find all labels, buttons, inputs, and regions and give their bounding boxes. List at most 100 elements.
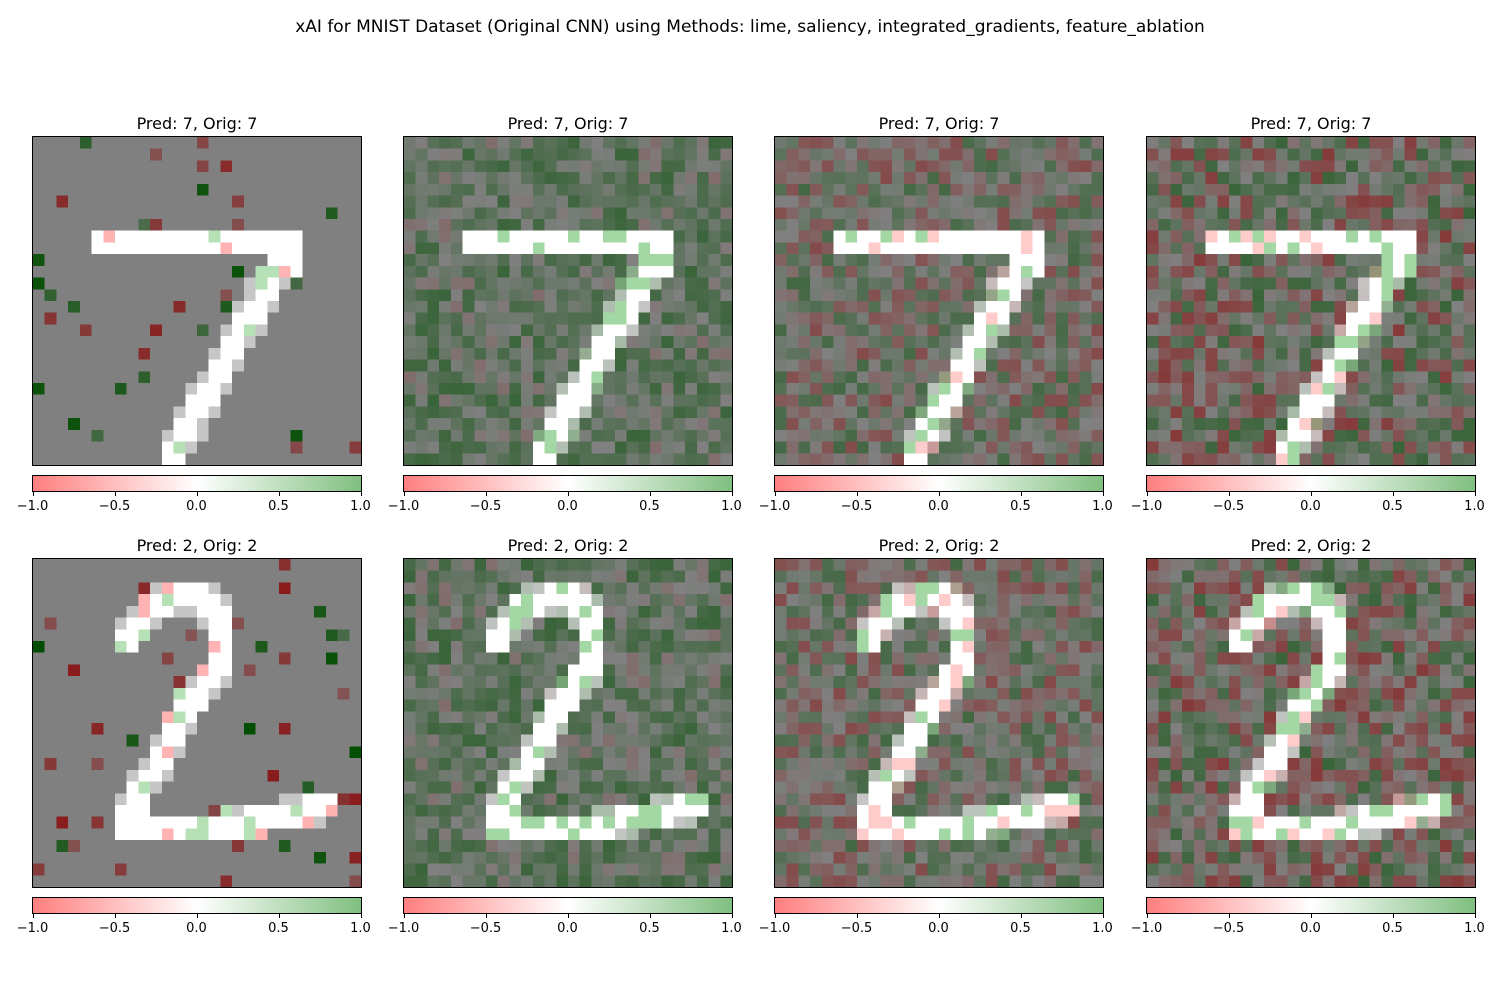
heatmap-cell <box>786 312 799 325</box>
heatmap-cell <box>1252 394 1265 407</box>
heatmap-cell <box>486 851 499 864</box>
heatmap-cell <box>521 289 534 302</box>
heatmap-cell <box>1428 383 1441 396</box>
heatmap-cell <box>255 805 268 818</box>
heatmap-cell <box>868 172 881 185</box>
heatmap-cell <box>1275 195 1288 208</box>
heatmap-cell <box>161 301 174 314</box>
heatmap-cell <box>68 594 81 607</box>
heatmap-cell <box>568 687 581 700</box>
heatmap-cell <box>1299 242 1312 255</box>
heatmap-cell <box>650 172 663 185</box>
heatmap-cell <box>798 394 811 407</box>
heatmap-cell <box>243 347 256 360</box>
heatmap-cell <box>208 359 221 372</box>
heatmap-cell <box>696 254 709 267</box>
heatmap-cell <box>497 172 510 185</box>
heatmap-cell <box>591 758 604 771</box>
heatmap-cell <box>337 734 350 747</box>
heatmap-cell <box>1416 359 1429 372</box>
heatmap-cell <box>1463 383 1475 396</box>
heatmap-cell <box>302 629 315 642</box>
heatmap-cell <box>521 254 534 267</box>
heatmap-cell <box>161 254 174 267</box>
heatmap-cell <box>173 781 186 794</box>
heatmap-cell <box>974 559 987 572</box>
heatmap-cell <box>337 863 350 876</box>
heatmap-cell <box>927 137 940 150</box>
heatmap-cell <box>337 347 350 360</box>
heatmap-cell <box>556 664 569 677</box>
heatmap-cell <box>232 746 245 759</box>
heatmap-cell <box>1252 183 1265 196</box>
heatmap-cell <box>892 183 905 196</box>
heatmap-cell <box>185 347 198 360</box>
heatmap-cell <box>650 394 663 407</box>
heatmap-cell <box>1079 301 1092 314</box>
heatmap-cell <box>1369 160 1382 173</box>
heatmap-cell <box>950 347 963 360</box>
heatmap-cell <box>1182 172 1195 185</box>
heatmap-cell <box>845 359 858 372</box>
heatmap-cell <box>325 254 338 267</box>
heatmap-cell <box>568 863 581 876</box>
heatmap-cell <box>427 687 440 700</box>
heatmap-cell <box>290 570 303 583</box>
heatmap-cell <box>243 183 256 196</box>
heatmap-cell <box>1311 195 1324 208</box>
heatmap-cell <box>556 711 569 724</box>
heatmap-cell <box>232 441 245 454</box>
heatmap-cell <box>91 875 104 887</box>
heatmap-cell <box>290 711 303 724</box>
heatmap-cell <box>462 875 475 887</box>
heatmap-cell <box>1299 441 1312 454</box>
heatmap-cell <box>579 394 592 407</box>
heatmap-cell <box>103 805 116 818</box>
heatmap-cell <box>591 851 604 864</box>
heatmap-cell <box>486 840 499 853</box>
heatmap-cell <box>325 676 338 689</box>
heatmap-cell <box>892 160 905 173</box>
heatmap-cell <box>579 418 592 431</box>
heatmap-cell <box>1381 172 1394 185</box>
heatmap-cell <box>650 277 663 290</box>
heatmap-cell <box>1311 277 1324 290</box>
heatmap-cell <box>486 406 499 419</box>
heatmap-cell <box>985 617 998 630</box>
heatmap-cell <box>208 242 221 255</box>
heatmap-cell <box>626 207 639 220</box>
heatmap-cell <box>614 418 627 431</box>
heatmap-cell <box>1311 406 1324 419</box>
heatmap-cell <box>197 805 210 818</box>
heatmap-cell <box>349 347 361 360</box>
heatmap-cell <box>673 301 686 314</box>
heatmap-cell <box>661 676 674 689</box>
heatmap-cell <box>720 301 732 314</box>
heatmap-cell <box>314 418 327 431</box>
heatmap-cell <box>197 605 210 618</box>
heatmap-cell <box>1205 183 1218 196</box>
heatmap-cell <box>603 195 616 208</box>
heatmap-cell <box>1056 254 1069 267</box>
heatmap-cell <box>103 160 116 173</box>
heatmap-cell <box>267 371 280 384</box>
heatmap-cell <box>486 734 499 747</box>
heatmap-cell <box>950 371 963 384</box>
heatmap-cell <box>497 641 510 654</box>
heatmap-cell <box>532 383 545 396</box>
heatmap-cell <box>208 746 221 759</box>
heatmap-cell <box>44 863 57 876</box>
heatmap-cell <box>279 840 292 853</box>
heatmap-cell <box>173 394 186 407</box>
heatmap-cell <box>197 418 210 431</box>
heatmap-cell <box>497 312 510 325</box>
heatmap-cell <box>532 594 545 607</box>
heatmap-cell <box>1428 301 1441 314</box>
heatmap-cell <box>267 652 280 665</box>
heatmap-cell <box>138 769 151 782</box>
heatmap-cell <box>720 383 732 396</box>
heatmap-cell <box>579 605 592 618</box>
heatmap-cell <box>1311 265 1324 278</box>
heatmap-cell <box>626 875 639 887</box>
heatmap-cell <box>661 418 674 431</box>
